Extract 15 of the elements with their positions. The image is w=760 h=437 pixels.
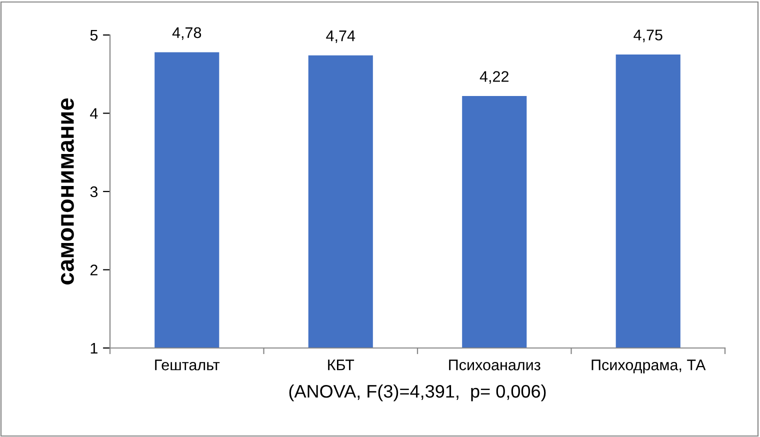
y-tick-label: 4 xyxy=(90,108,98,119)
data-label: 4,22 xyxy=(480,71,508,84)
y-tick-label: 3 xyxy=(90,186,98,198)
data-label: 4,78 xyxy=(172,27,202,40)
x-tick-label: КБТ xyxy=(328,360,354,370)
x-tick-label: Психоанализ xyxy=(449,360,540,370)
y-tick-label: 1 xyxy=(90,343,98,354)
y-axis-title: самопонимание xyxy=(60,98,74,284)
x-tick-label: Психодрама, ТА xyxy=(592,360,706,374)
x-tick-label: Гештальт xyxy=(155,360,220,370)
data-label: 4,74 xyxy=(326,30,356,44)
x-axis-title: (ANOVA, F(3)=4,391, p= 0,006) xyxy=(289,384,546,402)
y-tick-label: 2 xyxy=(90,264,98,276)
data-label: 4,75 xyxy=(634,30,662,42)
y-tick-label: 5 xyxy=(90,30,98,41)
